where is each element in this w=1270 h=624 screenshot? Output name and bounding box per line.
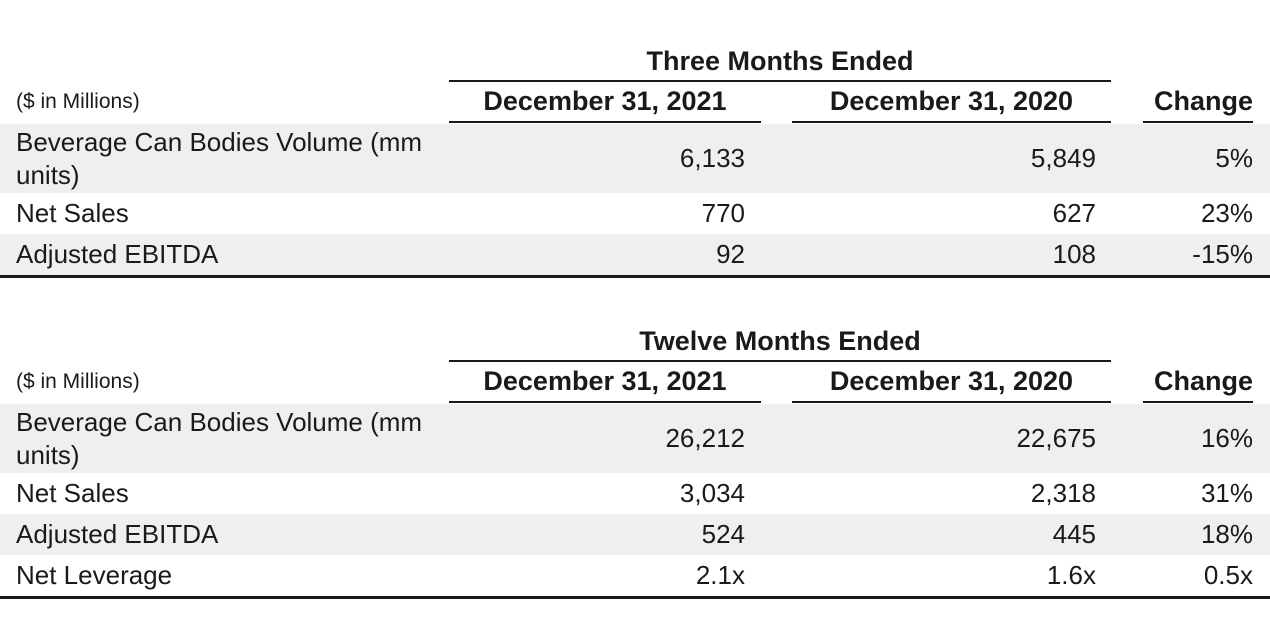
value-2020: 5,849	[1030, 143, 1096, 173]
table-row: Net Sales 770 627 23%	[0, 193, 1270, 234]
unit-label: ($ in Millions)	[16, 370, 140, 393]
column-rule	[792, 121, 1111, 123]
column-rule	[449, 401, 761, 403]
column-header-change: Change	[1153, 86, 1253, 116]
value-2021: 26,212	[665, 423, 745, 453]
value-2021: 3,034	[679, 478, 745, 508]
column-header-2021: December 31, 2021	[483, 86, 727, 116]
value-2020: 108	[1052, 239, 1096, 269]
value-2020: 445	[1052, 519, 1096, 549]
column-header-2021: December 31, 2021	[483, 366, 727, 396]
table-row: Beverage Can Bodies Volume (mm units) 6,…	[0, 124, 1270, 193]
column-header-change: Change	[1153, 366, 1253, 396]
row-label: Beverage Can Bodies Volume (mm units)	[16, 127, 423, 190]
row-label: Adjusted EBITDA	[16, 519, 219, 549]
row-label: Net Sales	[16, 198, 129, 228]
period-rule	[449, 80, 1111, 82]
table-body: Beverage Can Bodies Volume (mm units) 26…	[0, 404, 1270, 599]
value-2021: 6,133	[679, 143, 745, 173]
column-rule	[792, 401, 1111, 403]
column-rule	[449, 121, 761, 123]
period-title: Three Months Ended	[646, 46, 914, 76]
value-2020: 627	[1052, 198, 1096, 228]
value-2020: 22,675	[1016, 423, 1096, 453]
value-2021: 2.1x	[695, 560, 745, 590]
value-2021: 770	[701, 198, 745, 228]
value-change: -15%	[1192, 239, 1253, 269]
row-label: Net Leverage	[16, 560, 173, 590]
value-2020: 2,318	[1030, 478, 1096, 508]
value-change: 31%	[1200, 478, 1253, 508]
value-change: 23%	[1200, 198, 1253, 228]
column-rule	[1143, 121, 1253, 123]
period-title: Twelve Months Ended	[639, 326, 921, 356]
unit-label: ($ in Millions)	[16, 90, 140, 113]
value-2020: 1.6x	[1046, 560, 1096, 590]
table-bottom-rule	[0, 596, 1270, 599]
column-header-2020: December 31, 2020	[829, 86, 1074, 116]
value-change: 5%	[1215, 143, 1253, 173]
column-rule	[1143, 401, 1253, 403]
table-row: Net Sales 3,034 2,318 31%	[0, 473, 1270, 514]
value-2021: 524	[701, 519, 745, 549]
table-row: Adjusted EBITDA 524 445 18%	[0, 514, 1270, 555]
row-label: Adjusted EBITDA	[16, 239, 219, 269]
table-row: Adjusted EBITDA 92 108 -15%	[0, 234, 1270, 275]
table-body: Beverage Can Bodies Volume (mm units) 6,…	[0, 124, 1270, 278]
row-label: Net Sales	[16, 478, 129, 508]
table-row: Beverage Can Bodies Volume (mm units) 26…	[0, 404, 1270, 473]
column-header-2020: December 31, 2020	[829, 366, 1074, 396]
value-2021: 92	[716, 239, 745, 269]
value-change: 18%	[1200, 519, 1253, 549]
period-rule	[449, 360, 1111, 362]
value-change: 16%	[1200, 423, 1253, 453]
value-change: 0.5x	[1203, 560, 1253, 590]
table-bottom-rule	[0, 275, 1270, 278]
row-label: Beverage Can Bodies Volume (mm units)	[16, 407, 423, 470]
table-row: Net Leverage 2.1x 1.6x 0.5x	[0, 555, 1270, 596]
